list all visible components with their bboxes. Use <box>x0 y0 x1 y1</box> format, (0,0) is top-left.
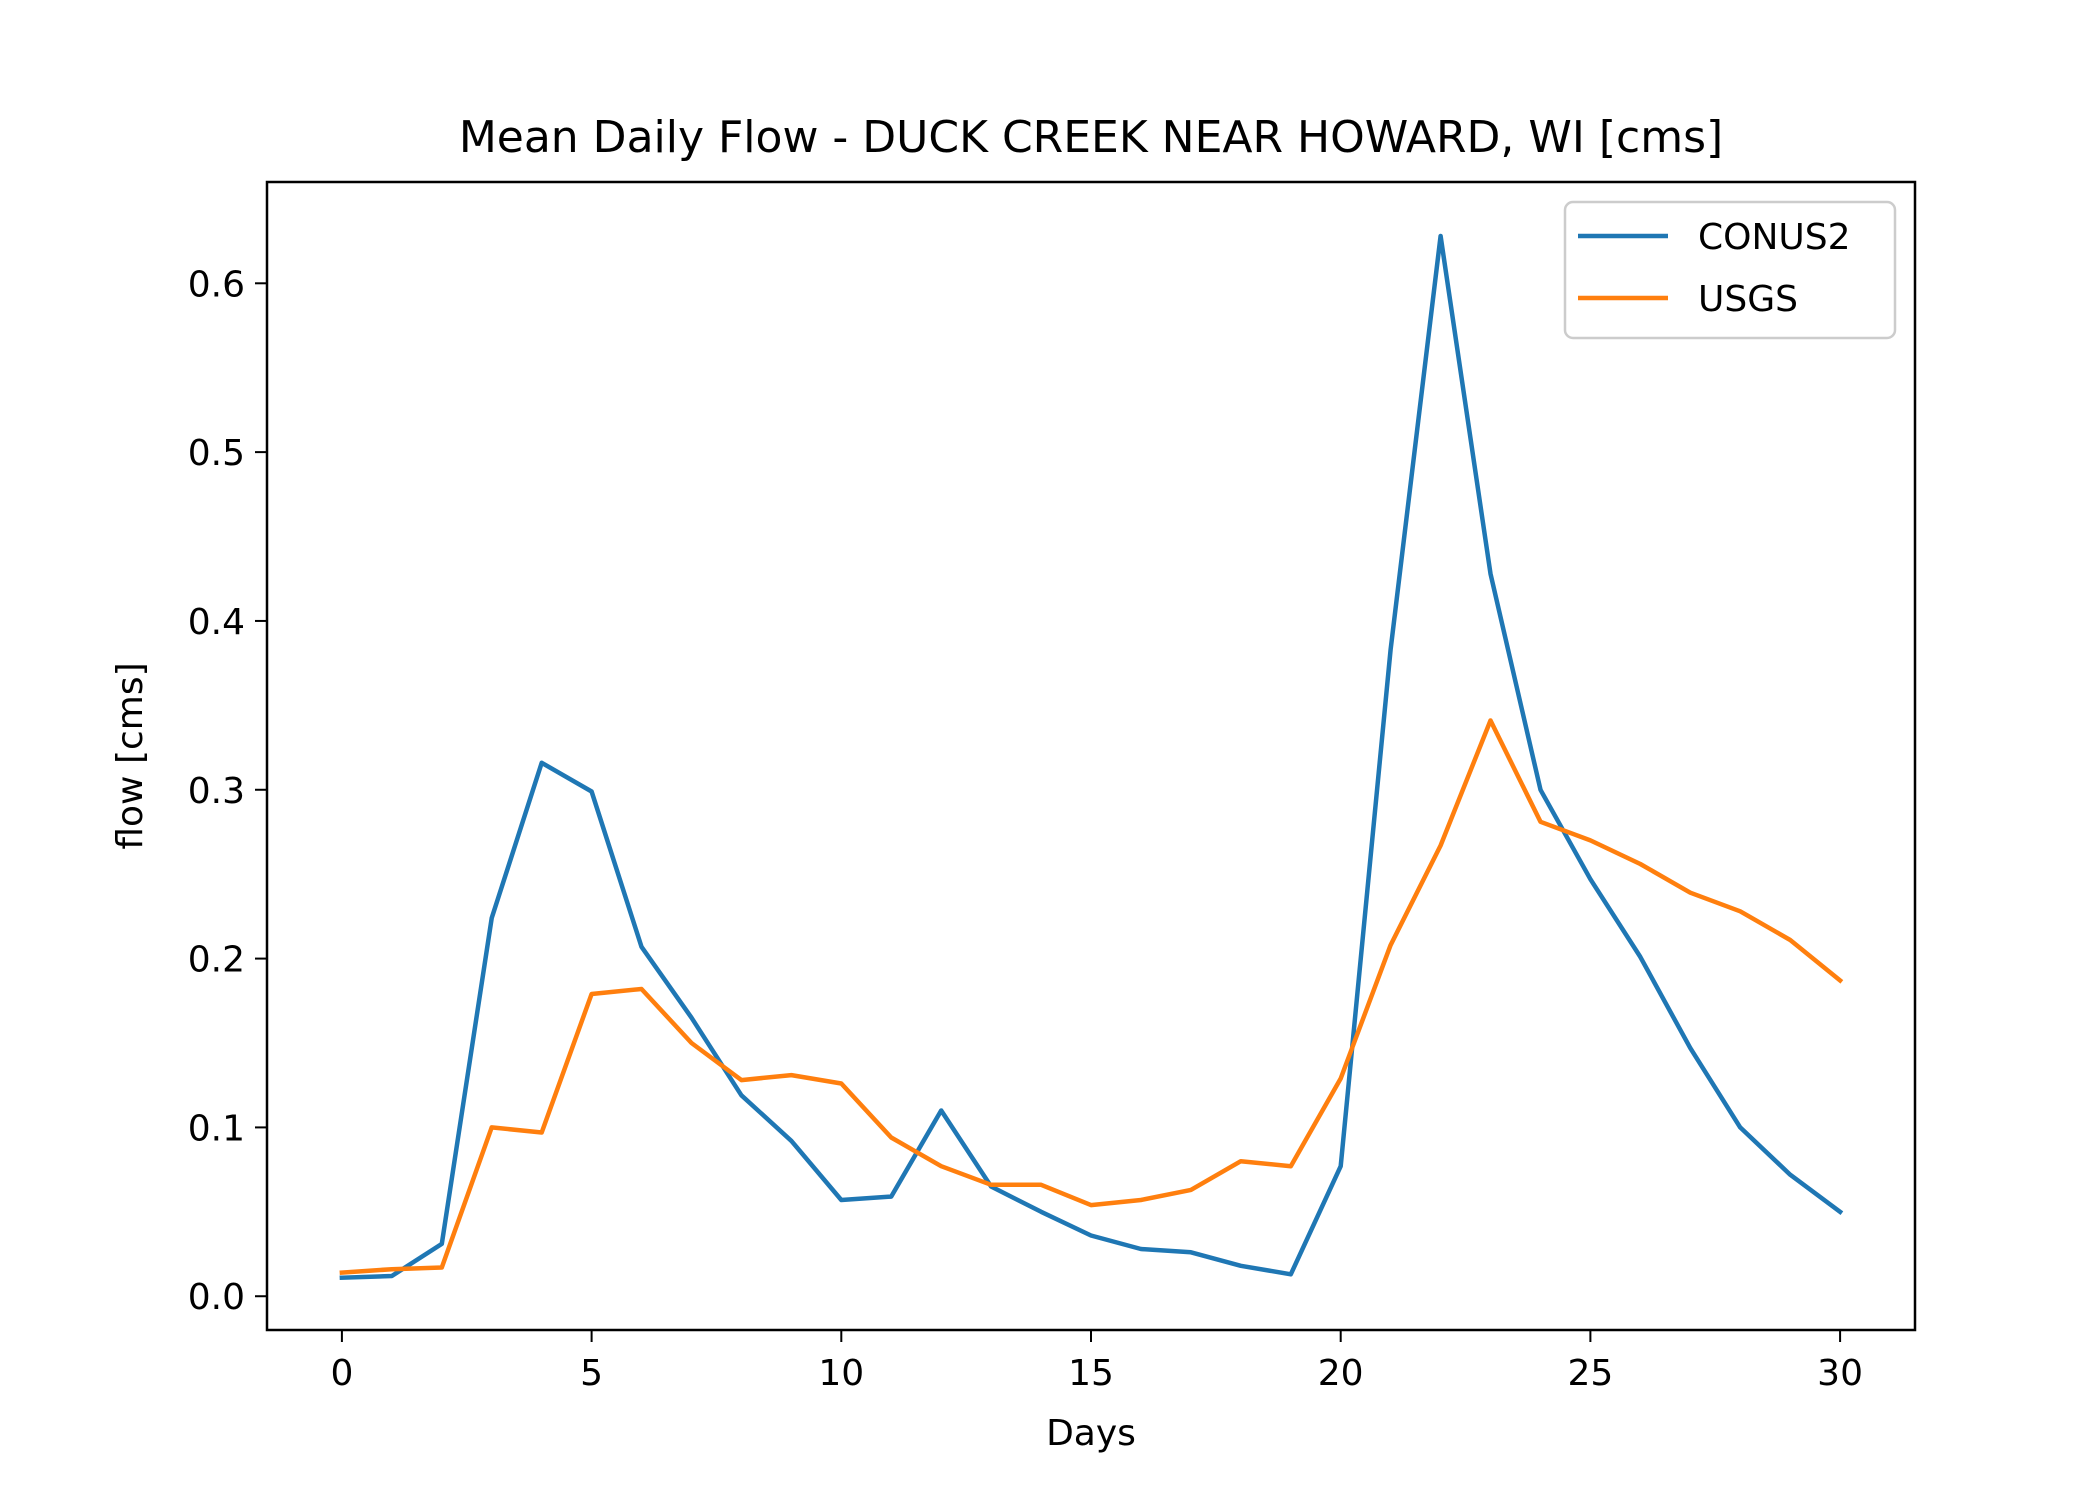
y-tick-label: 0.3 <box>188 771 245 812</box>
x-tick-label: 5 <box>580 1353 603 1394</box>
x-tick-label: 20 <box>1318 1353 1364 1394</box>
x-tick-label: 15 <box>1068 1353 1114 1394</box>
series-line-conus2 <box>339 233 1844 1281</box>
x-axis: 0 5 10 15 20 25 30 <box>330 1330 1863 1394</box>
y-tick-label: 0.2 <box>188 940 245 981</box>
x-axis-label: Days <box>1046 1413 1136 1454</box>
x-tick-label: 25 <box>1567 1353 1613 1394</box>
x-tick-label: 10 <box>818 1353 864 1394</box>
legend: CONUS2 USGS <box>1563 200 1897 340</box>
y-axis-label: flow [cms] <box>110 662 151 849</box>
chart-title: Mean Daily Flow - DUCK CREEK NEAR HOWARD… <box>459 112 1723 163</box>
legend-label-conus2: CONUS2 <box>1698 217 1851 258</box>
y-tick-label: 0.4 <box>188 602 245 643</box>
y-axis: 0.0 0.1 0.2 0.3 0.4 0.5 0.6 <box>188 264 267 1318</box>
series-line-usgs <box>339 718 1844 1275</box>
series-layer <box>339 233 1844 1281</box>
y-tick-label: 0.0 <box>188 1277 245 1318</box>
y-tick-label: 0.5 <box>188 433 245 474</box>
y-tick-label: 0.1 <box>188 1108 245 1149</box>
y-tick-label: 0.6 <box>188 264 245 305</box>
x-tick-label: 0 <box>330 1353 353 1394</box>
legend-label-usgs: USGS <box>1698 279 1798 320</box>
x-tick-label: 30 <box>1817 1353 1863 1394</box>
